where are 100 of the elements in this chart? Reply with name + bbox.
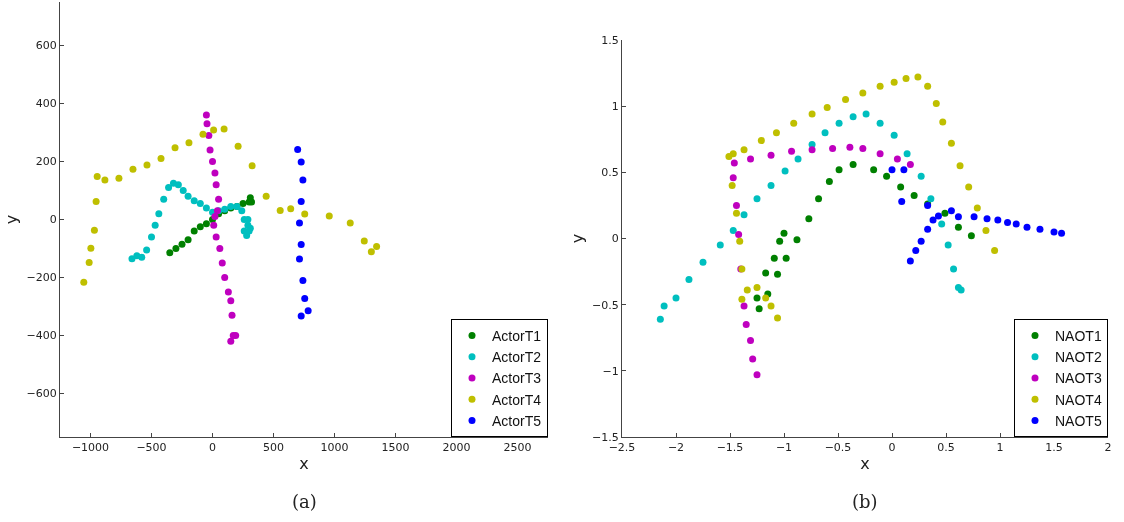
y-tick-label: 0.5 [601,166,619,180]
point [221,274,229,281]
point [294,146,302,154]
point [224,288,232,296]
y-tick-label: 200 [35,155,57,169]
point [753,371,761,379]
point [862,110,870,118]
x-tick-label: −1.5 [716,441,744,455]
y-tick-label: 0 [49,213,57,227]
point [672,294,680,302]
point [299,276,307,284]
x-tick-label: 2500 [503,441,532,455]
point [129,165,137,173]
point [890,78,898,86]
x-tick-label: 1000 [320,441,349,455]
point [859,145,867,153]
point [171,144,179,152]
point [890,131,898,139]
point [917,172,925,180]
point [732,209,740,217]
point [93,173,101,181]
point [842,96,850,104]
point [228,311,236,319]
point [199,130,207,138]
y-tick-label: 600 [35,39,57,53]
x-tick-label: 2 [1104,441,1112,455]
point [888,166,896,174]
point [166,249,174,257]
point [742,321,750,329]
y-tick-label: −1.5 [592,430,619,444]
point [762,294,770,302]
point [825,178,833,186]
point [301,294,309,302]
point [982,227,990,235]
point [716,241,724,249]
point [914,73,922,81]
point [301,210,309,218]
point [1023,223,1031,231]
y-tick-label: 1.5 [601,33,619,47]
point [160,195,168,203]
point [212,181,220,189]
point [947,139,955,147]
point [753,195,761,203]
legend-label: ActorT2 [492,349,542,366]
point [849,160,857,168]
point [297,158,305,166]
point [227,297,235,305]
y-tick-label: 1 [611,100,619,114]
point [835,119,843,127]
point [900,166,908,174]
x-tick-label: 1 [996,441,1004,455]
point [876,82,884,90]
text: (b) [852,491,878,512]
point [924,225,932,233]
point [805,215,813,223]
point [202,204,210,212]
point [218,259,226,267]
point [87,244,95,252]
y-tick-label: −0.5 [592,298,619,312]
x-axis-title: x [299,453,309,473]
x-tick-label: 500 [263,441,284,455]
point [360,237,368,245]
point [80,278,88,286]
text: (a) [292,491,317,512]
point [994,216,1002,224]
point [738,295,746,303]
x-tick-label: 1500 [381,441,410,455]
point [730,159,738,167]
point [206,146,214,154]
x-tick-label: −2 [667,441,685,455]
legend-label: NAOT2 [1055,349,1102,366]
point [115,174,123,182]
point [808,110,816,118]
point [823,103,831,111]
point [148,233,155,241]
point [947,207,955,215]
point [991,246,999,254]
x-tick-label: −500 [136,441,167,455]
point [954,213,962,221]
point [954,223,962,231]
point [184,192,192,200]
legend-label: NAOT5 [1055,412,1102,429]
point [190,227,198,235]
point [184,236,192,244]
point [973,204,981,212]
point [304,307,312,315]
point [185,139,193,147]
point [924,82,932,90]
point [295,219,303,227]
point [157,155,165,163]
point [835,166,843,174]
legend-label: NAOT3 [1055,370,1102,387]
point [216,245,224,252]
point [767,182,775,190]
x-tick-label: −1 [775,441,793,455]
point [85,258,93,266]
point [903,150,911,158]
point [179,187,187,194]
point [297,198,305,206]
point [781,167,789,175]
